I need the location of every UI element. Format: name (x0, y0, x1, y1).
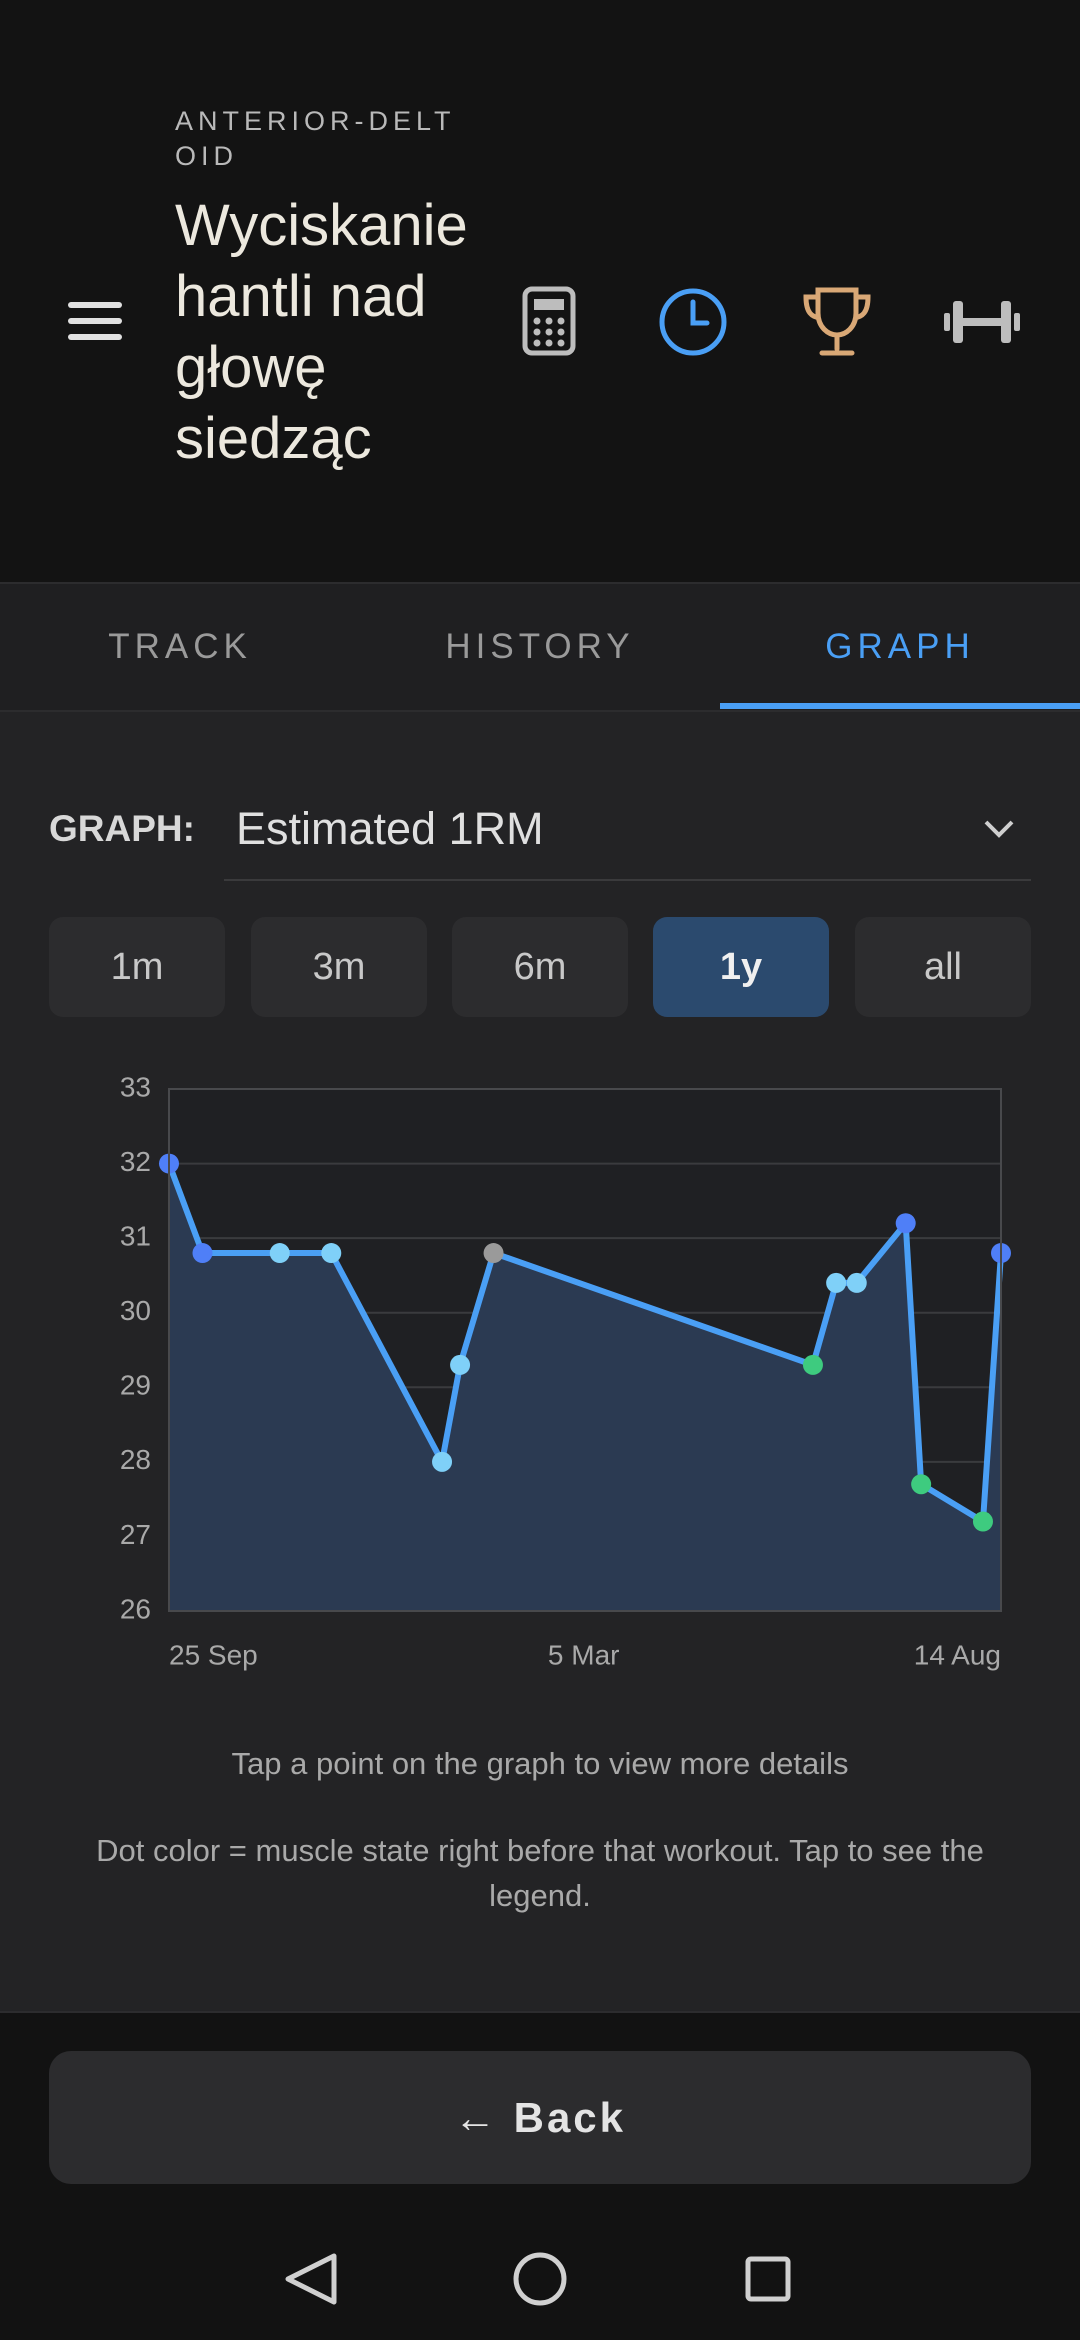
y-tick-label: 26 (120, 1593, 151, 1624)
data-point[interactable] (192, 1243, 213, 1264)
x-tick-label: 5 Mar (548, 1639, 620, 1670)
tab[interactable]: TRACK (108, 627, 252, 666)
range-button[interactable]: 6m (452, 917, 628, 1017)
history-icon[interactable] (657, 286, 729, 358)
equipment-icon[interactable] (942, 297, 1022, 347)
dropdown-underline (224, 879, 1031, 881)
trophy-icon[interactable] (800, 285, 874, 359)
graph-dropdown[interactable]: Estimated 1RM (236, 803, 544, 854)
exercise-title: Wyciskanie hantli nad głowę siedząc (175, 193, 468, 471)
y-tick-label: 32 (120, 1146, 151, 1177)
back-button[interactable]: ← Back (49, 2051, 1031, 2184)
data-point[interactable] (972, 1511, 993, 1532)
range-button[interactable]: 3m (251, 917, 427, 1017)
range-button-selected[interactable]: 1y (653, 917, 829, 1017)
menu-icon[interactable] (66, 300, 126, 344)
legend-hint[interactable]: Dot color = muscle state right before th… (96, 1833, 984, 1913)
data-point[interactable] (911, 1474, 932, 1495)
data-point[interactable] (895, 1213, 916, 1234)
dropdown-chevron[interactable] (982, 818, 1016, 840)
nav-bar (285, 2252, 791, 2306)
data-point[interactable] (846, 1272, 867, 1293)
y-tick-label: 29 (120, 1370, 151, 1401)
data-point[interactable] (802, 1354, 823, 1375)
nav-home[interactable] (513, 2252, 567, 2306)
tab-active[interactable]: GRAPH (825, 627, 975, 666)
exercise-category: ANTERIOR-DELTOID (175, 106, 456, 171)
tab-indicator (720, 703, 1080, 709)
plot-border (168, 1088, 1002, 1612)
tab-bar: TRACK HISTORY GRAPH (0, 582, 1080, 712)
data-point[interactable] (321, 1243, 342, 1264)
y-tick-label: 31 (120, 1221, 151, 1252)
header: ANTERIOR-DELTOID Wyciskanie hantli nad g… (0, 0, 1080, 582)
data-point[interactable] (450, 1354, 471, 1375)
nav-back[interactable] (285, 2253, 337, 2305)
x-tick-label: 14 Aug (914, 1639, 1001, 1670)
calculator-icon[interactable] (520, 286, 580, 358)
data-point[interactable] (483, 1243, 504, 1264)
tab[interactable]: HISTORY (445, 627, 635, 666)
data-point[interactable] (826, 1272, 847, 1293)
range-button[interactable]: all (855, 917, 1031, 1017)
data-point[interactable] (432, 1451, 453, 1472)
area (169, 1163, 1001, 1611)
y-tick-label: 28 (120, 1444, 151, 1475)
y-tick-label: 27 (120, 1519, 151, 1550)
nav-recents[interactable] (745, 2256, 791, 2302)
y-tick-label: 30 (120, 1295, 151, 1326)
hint: Tap a point on the graph to view more de… (231, 1746, 849, 1781)
range-button[interactable]: 1m (49, 917, 225, 1017)
graph-label: GRAPH: (49, 808, 195, 849)
data-point[interactable] (269, 1243, 290, 1264)
chart[interactable]: 26 27 28 29 30 31 32 33 25 Sep 5 Mar 14 Aug (0, 1060, 1080, 1700)
y-tick-label: 33 (120, 1071, 151, 1102)
x-tick-label: 25 Sep (169, 1639, 258, 1670)
